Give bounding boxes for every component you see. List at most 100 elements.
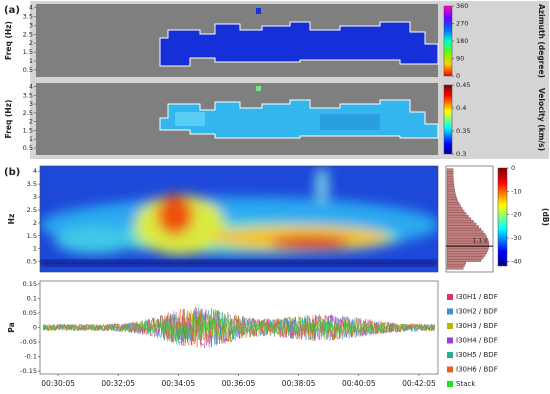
histogram-bar	[446, 264, 465, 267]
colorbar-tick-label: 90	[456, 55, 464, 63]
colorbar-tick-label: 0.3	[456, 150, 466, 158]
y-tick-label: 4	[29, 4, 33, 12]
histogram-bar	[446, 178, 454, 182]
legend-label: I30H2 / BDF	[456, 308, 498, 316]
colorbar-tick-label: 270	[456, 20, 468, 28]
x-tick-label: 00:40:05	[342, 379, 376, 388]
x-tick-label: 00:42:05	[402, 379, 436, 388]
legend-swatch	[447, 366, 453, 373]
dynamic-layer: (a)Freq (Hz)0.511.522.533.54090180270360…	[4, 2, 550, 388]
y-tick-label: -0.15	[20, 367, 37, 375]
waveform-trace	[42, 316, 435, 340]
colorbar-tick-label: -20	[511, 211, 522, 219]
colorbar-tick-label: -10	[511, 187, 522, 195]
histogram-bar	[446, 256, 484, 260]
y-tick-label: 0.5	[27, 258, 37, 266]
spectrogram-image	[40, 166, 438, 272]
colorbar-tick-label: 0.4	[456, 104, 466, 112]
y-tick-label: 0.05	[23, 309, 37, 317]
histogram-bar	[446, 261, 466, 265]
y-tick-label: 1.5	[23, 126, 33, 134]
waveform-trace	[43, 309, 435, 348]
histogram-bar	[446, 230, 484, 234]
histogram-bar	[446, 258, 482, 262]
y-tick-label: 1.5	[23, 48, 33, 56]
histogram-bar	[446, 209, 465, 213]
legend-label: Stack	[456, 380, 476, 388]
colorbar-label: Velocity (km/s)	[537, 88, 546, 151]
y-tick-label: 1.5	[27, 232, 37, 240]
histogram-bar	[446, 168, 454, 172]
histogram-bar	[446, 181, 454, 185]
y-tick-label: 0	[33, 324, 37, 332]
histogram-bar	[446, 202, 460, 205]
histogram-bar	[446, 253, 486, 257]
colorbar	[443, 5, 453, 77]
x-tick-label: 00:34:05	[162, 379, 196, 388]
histogram-bar	[446, 212, 467, 216]
histogram-bar	[446, 199, 458, 203]
colorbar-label: (dB)	[541, 208, 550, 226]
colorbar	[443, 84, 453, 155]
y-tick-label: 0.15	[23, 280, 37, 288]
y-tick-label: -0.05	[20, 338, 37, 346]
histogram-bar	[446, 233, 486, 236]
legend-label: I30H5 / BDF	[456, 351, 498, 359]
histogram-bar	[446, 217, 472, 221]
colorbar-label: Azimuth (degree)	[537, 4, 546, 78]
y-tick-label: 0.5	[23, 144, 33, 152]
colorbar-tick-label: -30	[511, 234, 522, 242]
y-tick-label: 1	[29, 57, 33, 65]
legend-swatch	[447, 294, 453, 300]
panel-label: (b)	[4, 167, 20, 178]
y-axis-label: Pa	[7, 322, 16, 332]
legend-label: I30H4 / BDF	[456, 337, 498, 345]
histogram-bar	[446, 207, 463, 211]
plot-frame	[39, 165, 439, 273]
y-tick-label: 2	[29, 118, 33, 126]
x-tick-label: 00:36:05	[222, 379, 256, 388]
legend-swatch	[447, 337, 453, 344]
histogram-bar	[446, 266, 464, 270]
legend-label: I30H1 / BDF	[456, 293, 498, 301]
x-tick-label: 00:32:05	[101, 379, 135, 388]
histogram-bar	[446, 227, 482, 231]
legend-label: I30H3 / BDF	[456, 322, 498, 330]
y-tick-label: 4	[33, 167, 37, 175]
y-tick-label: 2.5	[23, 30, 33, 38]
histogram-bar	[446, 176, 454, 180]
histogram-bar	[446, 183, 455, 187]
histogram-bar	[446, 173, 454, 177]
y-tick-label: 4	[29, 83, 33, 91]
histogram-bar	[446, 220, 474, 224]
azimuth-patch	[256, 8, 261, 14]
y-axis-label: Freq (Hz)	[4, 100, 13, 139]
colorbar-tick-label: 0	[456, 72, 460, 80]
azimuth-region	[159, 21, 439, 67]
y-tick-label: 0.1	[27, 294, 37, 302]
colorbar-tick-label: 0.45	[456, 81, 470, 89]
histogram-bar	[446, 191, 456, 195]
colorbar-tick-label: -40	[511, 257, 522, 265]
y-axis-label: Hz	[7, 214, 16, 225]
y-tick-label: 3.5	[27, 180, 37, 188]
colorbar-tick-label: 0	[511, 164, 515, 172]
histogram-bar	[446, 204, 461, 208]
legend-swatch	[447, 323, 453, 329]
colorbar-tick-label: 0.35	[456, 127, 470, 135]
legend-label: I30H6 / BDF	[456, 366, 498, 374]
histogram-bar	[446, 194, 457, 198]
panel-label: (a)	[4, 5, 20, 16]
histogram-bar	[446, 186, 455, 190]
y-axis-label: Freq (Hz)	[4, 21, 13, 60]
legend-swatch	[447, 308, 453, 315]
annotation: 1.1 s	[473, 238, 488, 245]
y-tick-label: 2.5	[23, 109, 33, 117]
y-tick-label: 1	[33, 245, 37, 253]
y-tick-label: 2	[29, 39, 33, 47]
histogram-bar	[446, 248, 489, 252]
velocity-patch	[256, 86, 261, 91]
legend-swatch	[447, 381, 453, 387]
velocity-patch	[175, 112, 205, 126]
histogram-bar	[446, 225, 479, 229]
